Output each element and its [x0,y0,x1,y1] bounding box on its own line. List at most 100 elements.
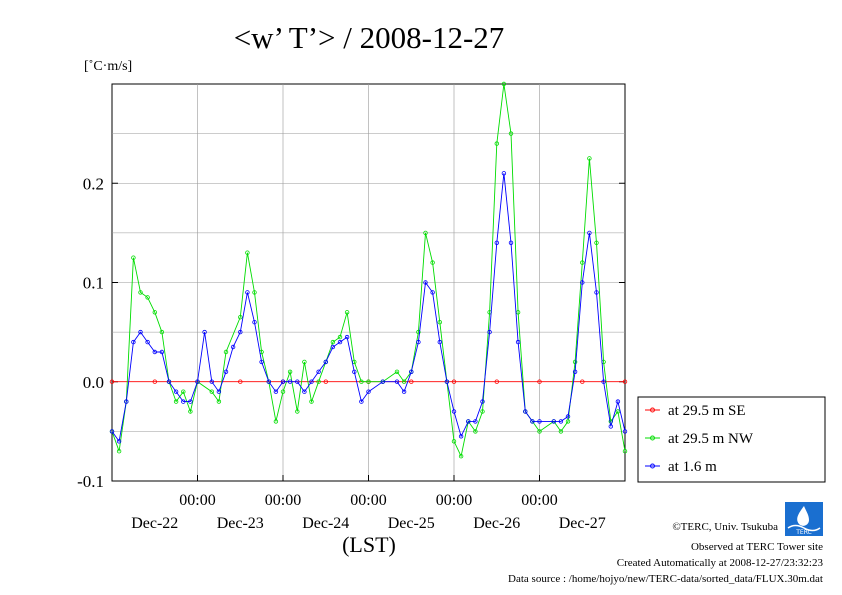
data-point [565,419,571,424]
data-point [430,260,435,265]
data-point [159,349,165,355]
logo-lettering: TERC [795,529,812,536]
data-point [259,359,264,365]
data-point [494,141,499,146]
data-point [480,399,485,404]
data-point [181,389,186,394]
data-point [601,379,606,384]
copyright-text: ©TERC, Univ. Tsukuba [672,521,778,533]
data-point [109,429,115,434]
data-point [173,389,179,394]
data-point [480,409,485,414]
x-tick-time-label: 00:00 [179,492,215,509]
data-point [473,429,478,434]
data-point [572,359,578,365]
data-point [523,409,528,414]
data-point [223,349,229,355]
data-point [131,339,136,345]
x-axis-label: (LST) [342,532,396,557]
data-point [173,399,179,404]
data-point [295,409,300,414]
data-point [280,379,286,384]
data-point [109,379,115,384]
data-point [537,429,542,434]
x-tick-date-label: Dec-23 [217,515,264,532]
data-point [565,414,571,419]
data-point [316,379,321,384]
data-point [416,339,421,345]
data-point [152,379,157,384]
data-point [252,320,257,325]
data-point [594,290,599,295]
data-point [394,379,400,384]
legend-box [637,396,826,483]
terc-logo: TERC [785,502,823,536]
data-point [530,419,535,424]
data-point [587,156,592,161]
data-point [216,399,222,404]
data-point [216,389,222,394]
data-point [622,449,628,454]
legend-entry-label: at 29.5 m NW [668,431,754,447]
data-point [572,369,578,374]
data-point [615,409,621,414]
data-point [323,359,328,365]
data-point [622,379,628,384]
data-point [580,379,585,384]
data-point [494,379,499,384]
data-point [116,449,122,454]
data-point [238,379,243,384]
data-point [223,369,229,374]
data-point [551,419,556,424]
data-point [558,419,564,424]
data-point [451,409,457,414]
y-axis-unit-label: [˚C·m/s] [84,59,132,74]
data-point [508,131,514,136]
data-point [458,434,464,439]
data-point [295,379,300,384]
data-point [501,171,507,176]
data-point [444,379,450,384]
data-point [124,399,129,404]
data-point [394,369,400,374]
legend-swatch-marker [650,407,655,413]
data-point [401,389,407,394]
data-point [302,389,307,394]
data-point [181,399,186,404]
legend-entry-label: at 29.5 m SE [668,403,746,419]
data-point [245,250,250,255]
data-point [558,429,564,434]
y-axis-ticks: -0.1 0.0 0.1 0.2 [77,174,625,491]
legend-entry-label: at 1.6 m [668,459,717,475]
legend-swatch-marker [650,463,655,469]
x-tick-time-label: 00:00 [265,492,301,509]
data-point [273,419,279,424]
data-point [580,260,585,265]
data-point [466,419,471,424]
data-point [344,334,350,340]
data-point [451,379,457,384]
data-point [302,359,307,365]
data-point [209,379,214,384]
x-tick-time-label: 00:00 [350,492,386,509]
data-point [280,389,286,394]
data-point [238,315,243,320]
y-tick-label: 0.1 [83,274,104,293]
series-line [111,173,626,443]
data-point [166,379,172,384]
data-point [138,329,143,335]
created-text: Created Automatically at 2008-12-27/23:3… [617,557,824,569]
data-point [622,429,628,434]
x-tick-time-label: 00:00 [521,492,557,509]
data-point [245,290,250,295]
data-point [287,379,293,384]
data-point [238,329,243,335]
y-tick-label: 0.0 [83,373,104,392]
data-point [409,369,414,374]
data-point [580,280,585,285]
data-point [409,379,414,384]
data-point [252,290,257,295]
data-point [266,379,271,384]
data-point [344,310,350,315]
data-point [337,334,343,340]
